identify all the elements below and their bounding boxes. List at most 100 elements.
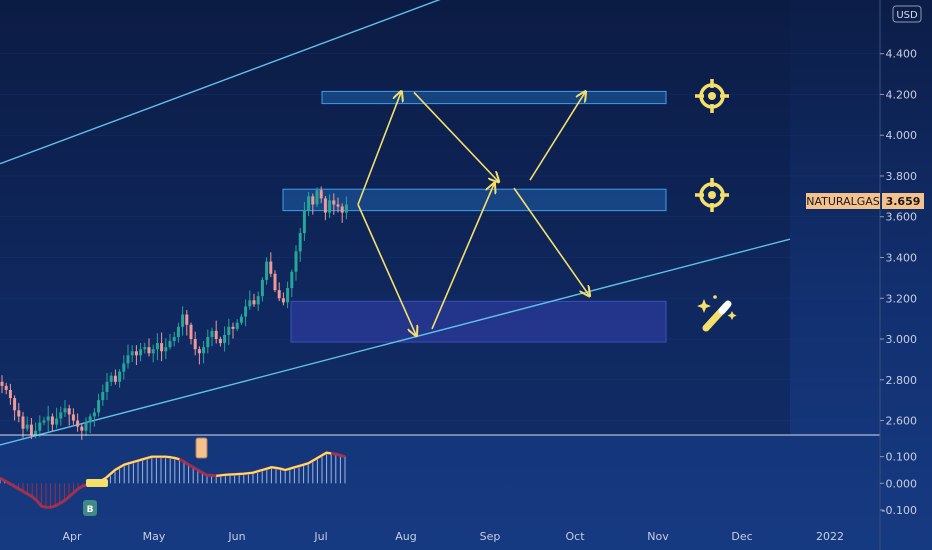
x-tick-label: Dec — [731, 530, 752, 543]
y-tick-label: 3.200 — [886, 292, 918, 305]
price-axis[interactable]: 4.400 4.200 4.000 3.800 3.600 3.400 3.200 3.000… — [880, 48, 917, 428]
buy-signal-bg — [83, 500, 97, 516]
osc-bottom-marker — [86, 479, 108, 487]
candle-body — [155, 343, 159, 350]
candle-body — [244, 306, 248, 317]
candle-body — [277, 290, 281, 299]
trend-channel — [0, 0, 791, 446]
candle-body — [206, 336, 210, 348]
y-tick-label: 4.400 — [886, 48, 918, 61]
x-tick-label: Apr — [62, 530, 82, 543]
candle-body — [71, 414, 75, 421]
candle-body — [0, 381, 4, 386]
x-tick-label: May — [143, 530, 166, 543]
candle-body — [294, 251, 298, 272]
candle-body — [118, 371, 122, 382]
candle-body — [256, 296, 260, 305]
projection-arrow — [413, 91, 498, 181]
y-tick-label: 3.600 — [886, 211, 918, 224]
candle-body — [307, 196, 311, 211]
candle-body — [298, 233, 302, 252]
candle-body — [139, 349, 143, 356]
candle-body — [172, 336, 176, 342]
candle-body — [113, 375, 117, 382]
projection-arrow — [529, 92, 585, 181]
candle-body — [21, 416, 25, 429]
buy-signal-label: B — [87, 505, 94, 515]
candle-body — [227, 326, 231, 335]
candle-body — [193, 339, 197, 350]
y-tick-label: 3.800 — [886, 170, 918, 183]
oscillator-axis[interactable]: 0.100 0.000 -0.100 — [880, 451, 917, 517]
candle-body — [55, 418, 59, 425]
symbol-label[interactable]: NATURALGAS — [806, 193, 880, 209]
candle-body — [67, 408, 71, 415]
candle-body — [340, 206, 344, 213]
candle-body — [214, 330, 218, 340]
projection-arrow — [513, 187, 589, 295]
candle-body — [130, 351, 134, 356]
x-tick-label: Aug — [395, 530, 416, 543]
candle-body — [252, 300, 256, 305]
candle-body — [223, 334, 227, 344]
crosshair-icon[interactable] — [695, 178, 729, 212]
candle-body — [164, 347, 168, 352]
candle-body — [8, 389, 12, 399]
y-tick-label: 4.200 — [886, 88, 918, 101]
buy-signal-badge: B — [83, 500, 97, 516]
candle-body — [210, 330, 214, 337]
candle-body — [248, 300, 252, 307]
projection-shade — [0, 0, 790, 435]
channel-lower-line — [0, 238, 791, 446]
magic-wand-icon[interactable] — [697, 295, 737, 332]
candle-body — [29, 424, 33, 435]
projection-arrow — [431, 184, 494, 330]
candle-body — [147, 347, 151, 354]
x-tick-label: Jul — [313, 530, 327, 543]
osc-tick-label: 0.100 — [886, 451, 918, 464]
x-tick-label: Jun — [227, 530, 245, 543]
candle-body — [202, 347, 206, 354]
candle-body — [344, 204, 348, 213]
candle-body — [105, 381, 109, 393]
candle-body — [63, 408, 67, 413]
candle-body — [197, 349, 201, 354]
currency-badge[interactable]: USD — [892, 5, 922, 23]
time-axis[interactable]: Apr May Jun Jul Aug Sep Oct Nov Dec 2022 — [62, 530, 844, 543]
projection-arrows — [357, 91, 589, 335]
candle-body — [59, 412, 63, 419]
candle-body — [286, 288, 290, 303]
candle-body — [50, 416, 54, 425]
candle-body — [311, 196, 315, 205]
y-tick-label: 3.000 — [886, 333, 918, 346]
candle-body — [38, 422, 42, 431]
candle-body — [231, 326, 235, 329]
candle-body — [273, 273, 277, 291]
candle-body — [126, 355, 130, 364]
candle-body — [185, 314, 189, 325]
crosshair-icon[interactable] — [695, 79, 729, 113]
candle-body — [281, 298, 285, 303]
candle-body — [235, 322, 239, 329]
currency-label: USD — [896, 10, 918, 21]
channel-upper-line — [0, 0, 441, 165]
candle-body — [76, 420, 80, 427]
last-price-value: 3.659 — [886, 195, 921, 208]
candle-body — [181, 314, 185, 327]
symbol-name: NATURALGAS — [806, 195, 880, 208]
x-tick-label: Oct — [565, 530, 585, 543]
candle-body — [143, 347, 147, 350]
candle-body — [269, 261, 273, 274]
candle-body — [97, 400, 101, 413]
x-tick-label: Nov — [647, 530, 669, 543]
last-price-label[interactable]: 3.659 — [882, 193, 924, 209]
projection-arrow — [357, 204, 416, 335]
oscillator-pane: B — [0, 437, 346, 516]
candle-body — [176, 326, 180, 337]
osc-tick-label: 0.000 — [886, 477, 918, 490]
candle-body — [290, 271, 294, 289]
candle-body — [332, 200, 336, 205]
candle-body — [168, 341, 172, 348]
